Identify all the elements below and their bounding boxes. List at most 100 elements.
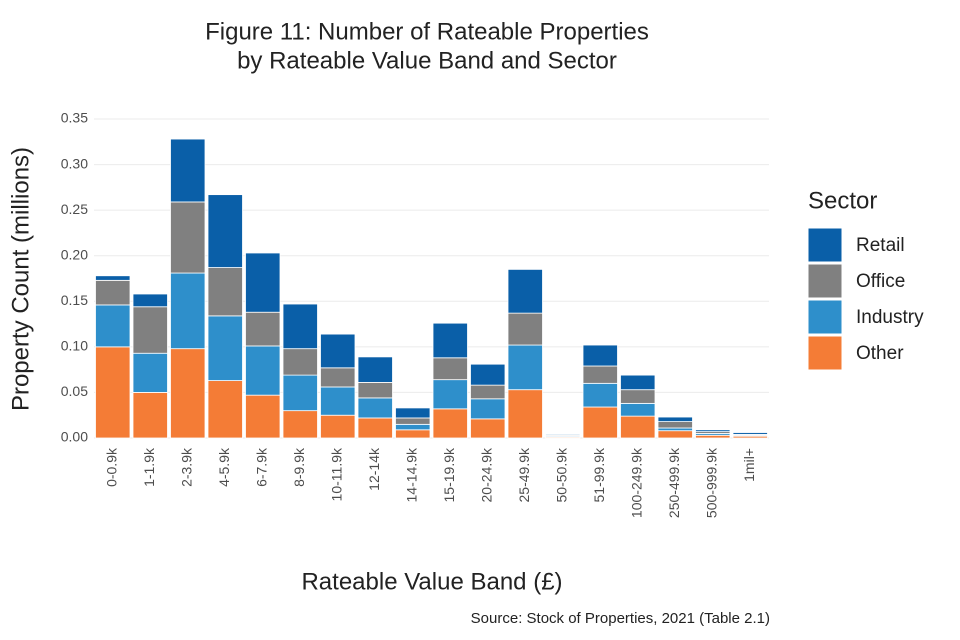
bar-segment [245,394,281,439]
x-tick-label: 10-11.9k [328,447,344,501]
bar-segment [207,380,243,439]
bar-segment [732,432,768,435]
x-tick-label: 4-5.9k [216,447,232,487]
bar-segment [432,322,468,359]
bar-segment [470,398,506,420]
bar-segment [695,434,731,439]
bar-segment [395,423,431,431]
bar-segment [657,421,693,429]
bar-segment [95,279,131,306]
bar-segment [207,315,243,381]
bar-segment [657,430,693,439]
legend-swatch [807,263,843,299]
bar-segment [282,348,318,376]
bar-segment [620,415,656,439]
bar-segment [170,138,206,203]
x-tick-label: 6-7.9k [253,447,269,487]
bar-segment [395,417,431,425]
legend-title: Sector [808,187,877,214]
bar-segment [132,392,168,439]
bar-segment [432,357,468,381]
bar-segment [95,304,131,348]
legend-swatch [807,299,843,335]
bar-segment [395,429,431,439]
bar-segment [357,382,393,399]
bar-segment [395,407,431,419]
y-tick-label: 0.05 [61,383,88,399]
bar-segment [95,346,131,439]
bar-segment [620,374,656,391]
y-tick-label: 0.30 [61,155,88,171]
bar-segment [695,429,731,433]
bar-segment [207,267,243,317]
bar-segment [357,417,393,439]
legend-swatch [807,227,843,263]
x-tick-label: 0-0.9k [103,447,119,487]
bar-segment [170,348,206,439]
bar-segment [170,272,206,350]
bar-segment [620,402,656,417]
y-tick-label: 0.10 [61,338,88,354]
y-tick-label: 0.20 [61,246,88,262]
x-tick-label: 100-249.9k [628,447,644,518]
caption: Source: Stock of Properties, 2021 (Table… [471,610,770,627]
x-tick-label: 250-499.9k [666,447,682,518]
x-tick-label: 14-14.9k [403,447,419,502]
bar-segment [320,333,356,369]
bar-segment [545,433,581,436]
bar-segment [170,201,206,274]
bar-segment [245,345,281,396]
bar-segment [132,352,168,393]
bar-segment [432,379,468,410]
bar-segment [507,268,543,314]
x-tick-label: 1-1.9k [141,447,157,487]
bar-segment [282,303,318,350]
y-tick-label: 0.00 [61,429,88,445]
legend-label: Industry [856,307,924,328]
bar-segment [507,344,543,391]
bar-segment [657,416,693,422]
bar-segment [582,365,618,384]
legend-label: Retail [856,235,905,256]
bar-segment [207,194,243,268]
bar-segment [507,312,543,346]
y-tick-label: 0.25 [61,201,88,217]
bar-segment [470,363,506,386]
bar-segment [132,293,168,308]
x-tick-label: 1mil+ [741,448,757,482]
y-tick-label: 0.35 [61,110,88,126]
bar-segment [470,418,506,439]
bar-segment [245,311,281,347]
bar-segment [320,386,356,416]
x-tick-label: 15-19.9k [441,447,457,502]
x-tick-label: 25-49.9k [516,447,532,502]
bar-segment [582,406,618,439]
chart-title: Figure 11: Number of Rateable Properties [205,18,649,45]
bar-segment [582,344,618,367]
x-tick-label: 50-50.9k [553,447,569,502]
bar-segment [507,389,543,439]
bar-segment [357,397,393,419]
bar-segment [432,408,468,439]
chart-title: by Rateable Value Band and Sector [237,47,617,74]
x-tick-label: 20-24.9k [478,447,494,502]
y-axis-title: Property Count (millions) [7,147,34,411]
bar-segment [320,367,356,388]
bar-segment [282,374,318,412]
x-tick-label: 500-999.9k [703,447,719,518]
bar-segment [320,414,356,439]
legend-label: Other [856,343,904,364]
bar-segment [282,410,318,439]
x-tick-label: 51-99.9k [591,447,607,502]
bar-segment [470,384,506,400]
x-tick-label: 2-3.9k [178,447,194,487]
bar-segment [357,356,393,383]
bar-segment [620,389,656,404]
x-tick-label: 8-9.9k [291,447,307,487]
bar-segment [132,306,168,354]
bar-segment [245,252,281,313]
legend-swatch [807,335,843,371]
y-tick-label: 0.15 [61,292,88,308]
legend-label: Office [856,271,905,292]
